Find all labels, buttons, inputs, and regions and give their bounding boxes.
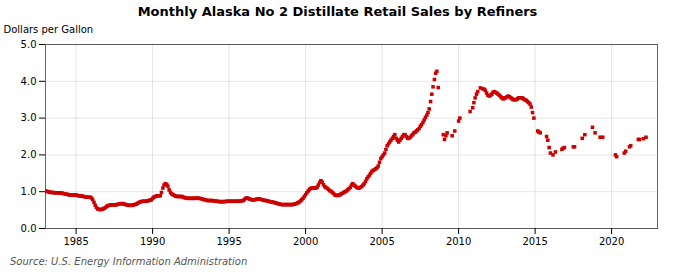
svg-text:2000: 2000 [293,236,318,247]
svg-text:1.0: 1.0 [21,186,37,197]
svg-text:2010: 2010 [446,236,471,247]
html-text:Source: U.S. Energy Informatio: Source: U.S. Energy Information Administ… [10,256,248,267]
svg-text:1990: 1990 [140,236,165,247]
svg-text:2.0: 2.0 [21,149,37,160]
svg-text:Dollars per Gallon: Dollars per Gallon [4,24,94,35]
svg-text:4.0: 4.0 [21,76,37,87]
svg-text:1985: 1985 [63,236,88,247]
svg-text:2020: 2020 [599,236,624,247]
svg-text:1995: 1995 [216,236,241,247]
svg-text:5.0: 5.0 [21,39,37,50]
svg-text:0.0: 0.0 [21,223,37,234]
svg-text:2015: 2015 [522,236,547,247]
svg-text:2005: 2005 [369,236,394,247]
html-text:Monthly Alaska No 2 Distillate: Monthly Alaska No 2 Distillate Retail Sa… [137,4,538,19]
svg-text:3.0: 3.0 [21,112,37,123]
